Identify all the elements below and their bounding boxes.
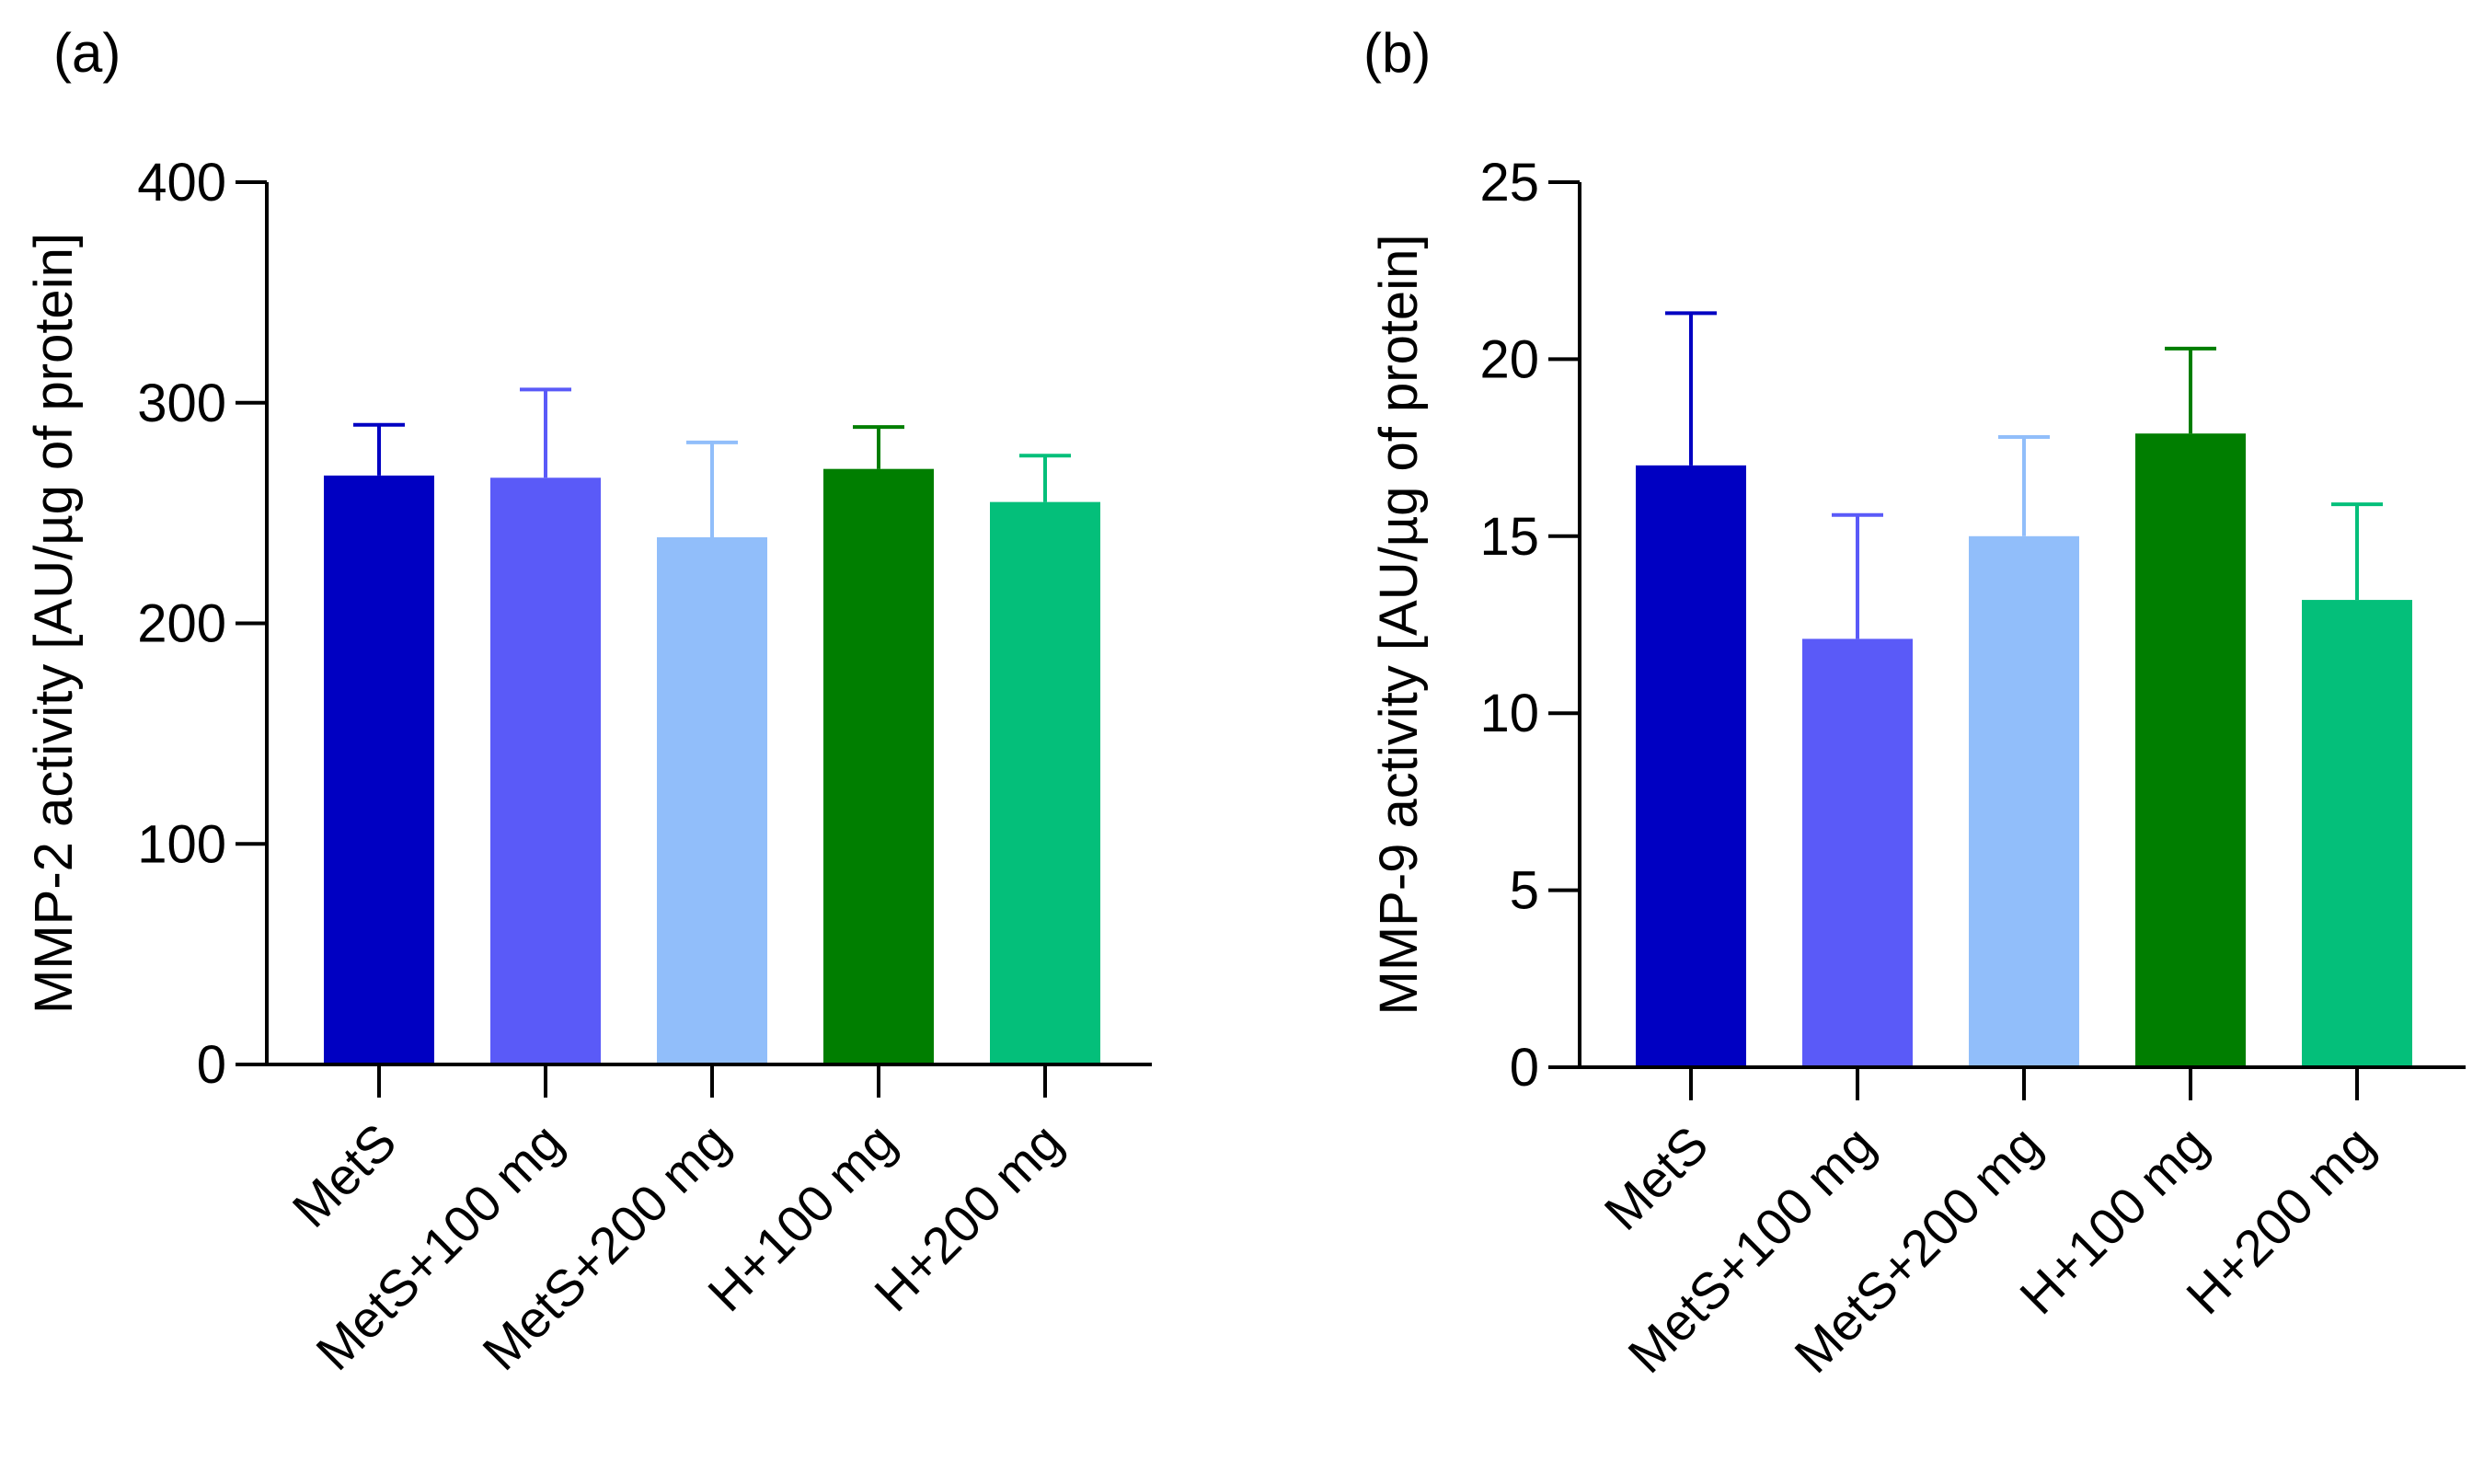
y-tick-label: 0 bbox=[1510, 1038, 1539, 1098]
bar-3 bbox=[1969, 535, 2079, 1067]
bar-4 bbox=[823, 468, 934, 1064]
y-tick-label: 300 bbox=[137, 374, 226, 433]
y-tick-label: 100 bbox=[137, 814, 226, 874]
y-tick-label: 10 bbox=[1479, 684, 1539, 743]
y-axis-label: MMP-9 activity [AU/µg of protein] bbox=[1369, 235, 1429, 1016]
panel-label: (a) bbox=[53, 22, 121, 84]
bar-2 bbox=[1802, 638, 1913, 1067]
y-axis-label: MMP-2 activity [AU/µg of protein] bbox=[24, 233, 84, 1014]
bar-2 bbox=[490, 477, 601, 1064]
x-tick-label: MetS bbox=[282, 1112, 408, 1238]
bar-5 bbox=[2302, 600, 2412, 1067]
panel-label: (b) bbox=[1363, 22, 1431, 84]
y-tick-label: 400 bbox=[137, 153, 226, 213]
bar-1 bbox=[324, 475, 434, 1064]
y-tick-label: 25 bbox=[1479, 153, 1539, 213]
y-tick-label: 5 bbox=[1510, 861, 1539, 921]
bar-3 bbox=[657, 536, 767, 1064]
y-tick-label: 20 bbox=[1479, 329, 1539, 389]
y-tick-label: 200 bbox=[137, 594, 226, 654]
bar-1 bbox=[1636, 465, 1746, 1068]
y-tick-label: 15 bbox=[1479, 507, 1539, 567]
bar-5 bbox=[990, 501, 1100, 1064]
x-tick-label: MetS bbox=[1593, 1115, 1719, 1241]
bar-4 bbox=[2135, 433, 2246, 1067]
y-tick-label: 0 bbox=[197, 1035, 226, 1095]
